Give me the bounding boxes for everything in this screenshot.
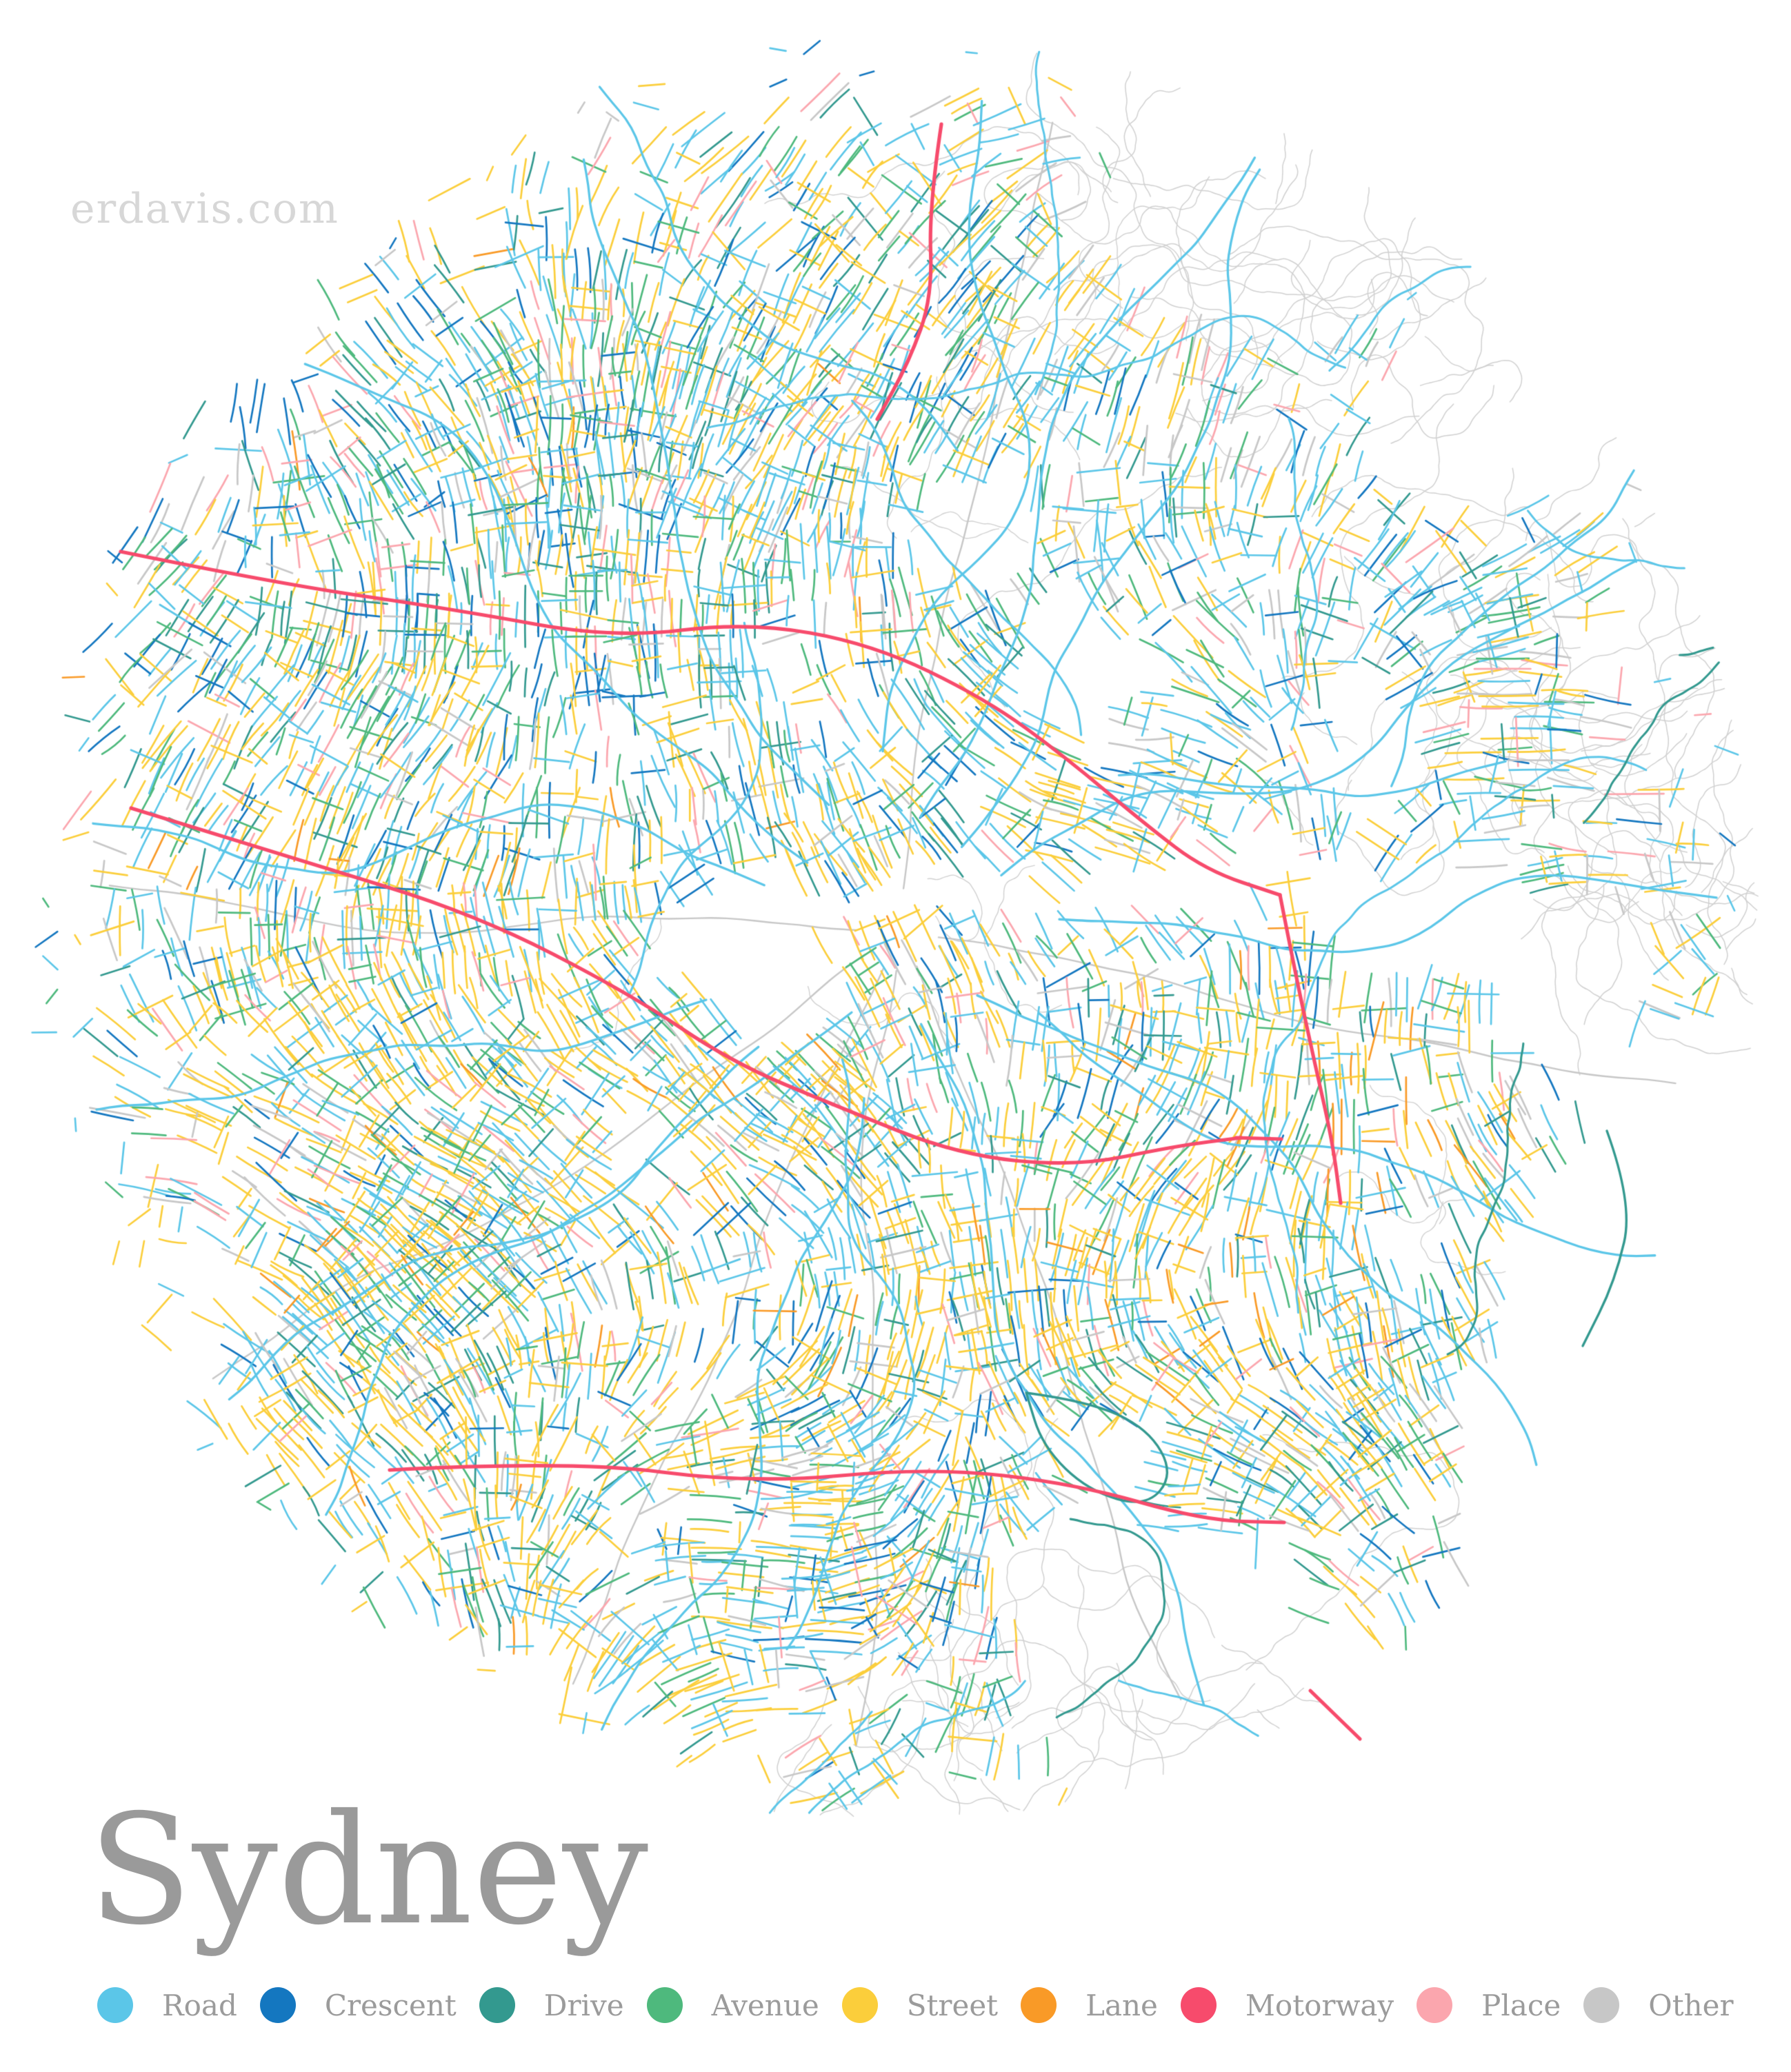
avenue-color-dot bbox=[646, 1987, 683, 2023]
legend-item-other: Other bbox=[1583, 1987, 1734, 2023]
other-color-dot bbox=[1583, 1987, 1620, 2023]
legend-label-avenue: Avenue bbox=[711, 1988, 819, 2022]
motorway-color-dot bbox=[1180, 1987, 1217, 2023]
legend-label-street: Street bbox=[906, 1988, 999, 2022]
legend-label-crescent: Crescent bbox=[324, 1988, 457, 2022]
legend-label-other: Other bbox=[1648, 1988, 1734, 2022]
legend-label-place: Place bbox=[1481, 1988, 1561, 2022]
legend-item-road: Road bbox=[97, 1987, 237, 2023]
watermark: erdavis.com bbox=[70, 185, 339, 233]
legend-item-drive: Drive bbox=[479, 1987, 624, 2023]
place-color-dot bbox=[1417, 1987, 1453, 2023]
legend-item-avenue: Avenue bbox=[646, 1987, 819, 2023]
legend-label-drive: Drive bbox=[543, 1988, 624, 2022]
legend-item-motorway: Motorway bbox=[1180, 1987, 1394, 2023]
crescent-color-dot bbox=[259, 1987, 296, 2023]
legend-label-road: Road bbox=[162, 1988, 237, 2022]
legend-item-place: Place bbox=[1417, 1987, 1561, 2023]
street-color-dot bbox=[841, 1987, 878, 2023]
legend-item-street: Street bbox=[841, 1987, 999, 2023]
legend-item-lane: Lane bbox=[1021, 1987, 1158, 2023]
road-color-dot bbox=[97, 1987, 133, 2023]
legend: Road Crescent Drive Avenue Street Lane M… bbox=[97, 1987, 1757, 2023]
legend-label-lane: Lane bbox=[1085, 1988, 1158, 2022]
legend-label-motorway: Motorway bbox=[1245, 1988, 1394, 2022]
page-title: Sydney bbox=[88, 1782, 649, 1958]
lane-color-dot bbox=[1021, 1987, 1057, 2023]
legend-item-crescent: Crescent bbox=[259, 1987, 457, 2023]
drive-color-dot bbox=[479, 1987, 515, 2023]
